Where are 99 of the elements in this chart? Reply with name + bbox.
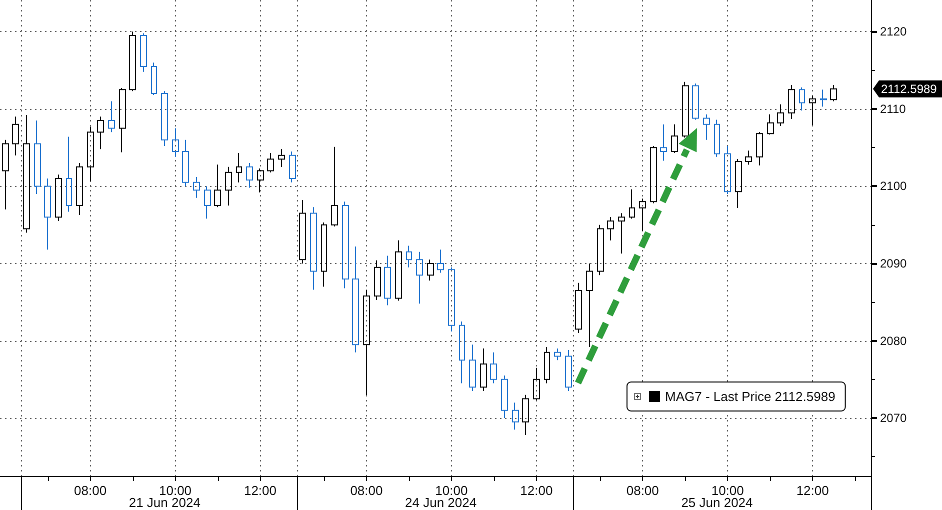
candlestick	[629, 188, 635, 220]
x-tick-label: 12:00	[796, 483, 829, 498]
candlestick	[225, 166, 232, 206]
candlestick	[182, 139, 189, 187]
candlestick	[129, 31, 136, 92]
candlestick	[777, 104, 784, 126]
candlestick	[87, 126, 94, 182]
candlestick	[522, 394, 529, 436]
candlestick	[448, 266, 455, 332]
x-tick-label: 08:00	[74, 483, 107, 498]
candlestick	[799, 86, 805, 111]
candlestick	[682, 81, 689, 138]
x-tick-label: 10:00	[711, 483, 744, 498]
y-tick-label: 2070	[880, 411, 908, 426]
candlestick	[724, 146, 731, 194]
candlestick	[714, 119, 720, 158]
candlestick	[597, 224, 604, 276]
candlestick	[512, 402, 519, 430]
x-tick-label: 08:00	[350, 483, 383, 498]
candlestick	[650, 146, 657, 204]
candlestick	[236, 152, 242, 183]
candlestick	[257, 168, 264, 193]
x-tick-label: 12:00	[520, 483, 553, 498]
candlestick	[469, 344, 476, 392]
x-tick-label: 10:00	[435, 483, 468, 498]
x-tick-label: 12:00	[244, 483, 277, 498]
candlestick	[767, 114, 774, 135]
candlestick	[66, 136, 72, 212]
candlestick	[44, 178, 51, 250]
candlestick	[374, 260, 381, 300]
candlestick	[108, 100, 115, 133]
candlestick	[97, 116, 104, 150]
candlestick	[820, 89, 827, 108]
candlestick	[267, 152, 274, 173]
candlestick	[161, 90, 168, 147]
text: 24 Jun 2024	[405, 495, 477, 510]
candlestick	[299, 200, 306, 264]
candlestick	[490, 352, 497, 384]
candlestick	[427, 259, 434, 281]
candlestick	[459, 320, 465, 384]
candlestick	[788, 84, 795, 120]
candlestick	[342, 201, 349, 289]
candlestick	[193, 176, 200, 198]
text: 25 Jun 2024	[681, 495, 753, 510]
candlestick	[501, 375, 508, 419]
candlestick	[745, 150, 752, 166]
candlestick	[586, 263, 593, 348]
y-tick-label: 2120	[880, 24, 908, 39]
candlestick	[554, 348, 561, 361]
candlestick	[575, 282, 582, 334]
x-tick-label: 10:00	[158, 483, 192, 498]
candlestick	[331, 146, 338, 227]
candlestick	[756, 132, 763, 166]
candlestick	[119, 88, 126, 153]
candlestick	[671, 124, 678, 154]
candlestick	[2, 139, 9, 210]
text: 2112.5989	[881, 82, 938, 96]
legend-label: MAG7 - Last Price 2112.5989	[665, 389, 836, 404]
candlestick	[384, 255, 391, 306]
candlestick	[480, 348, 487, 392]
candlestick	[565, 350, 572, 392]
y-tick-label: 2080	[880, 334, 908, 348]
candlestick	[246, 162, 253, 188]
candlestick	[321, 222, 327, 288]
candlestick	[214, 164, 221, 208]
candlestick	[204, 186, 211, 220]
candlestick	[151, 62, 157, 96]
candlestick	[618, 212, 625, 254]
candlestick	[278, 148, 285, 168]
candlestick	[544, 346, 550, 384]
candlestick	[352, 246, 359, 353]
candlestick	[416, 251, 423, 304]
candlestick	[76, 162, 83, 216]
candlestick	[437, 249, 444, 274]
candlestick	[607, 216, 614, 241]
candlestick	[289, 150, 296, 183]
candlestick	[533, 367, 540, 401]
candlestick	[703, 114, 710, 140]
candlestick	[639, 198, 646, 232]
candlestick	[363, 289, 370, 396]
candlestick	[692, 82, 699, 120]
candlestick	[406, 245, 412, 268]
candlestick	[830, 84, 837, 102]
x-tick-label: 08:00	[626, 483, 659, 498]
candlestick	[395, 240, 402, 302]
candlestick	[140, 32, 147, 72]
text: 21 Jun 2024	[128, 495, 200, 510]
candlestick	[809, 95, 816, 126]
y-tick-label: 2100	[880, 179, 908, 194]
candlestick	[23, 114, 30, 234]
candlestick	[55, 174, 62, 222]
candlestick	[735, 158, 742, 208]
candlestick	[660, 124, 667, 162]
candlestick	[172, 128, 179, 158]
candlestick	[34, 120, 41, 194]
y-tick-label: 2110	[880, 102, 906, 116]
y-tick-label: 2090	[880, 256, 908, 270]
candlestick	[310, 206, 317, 290]
candlestick	[12, 116, 19, 156]
